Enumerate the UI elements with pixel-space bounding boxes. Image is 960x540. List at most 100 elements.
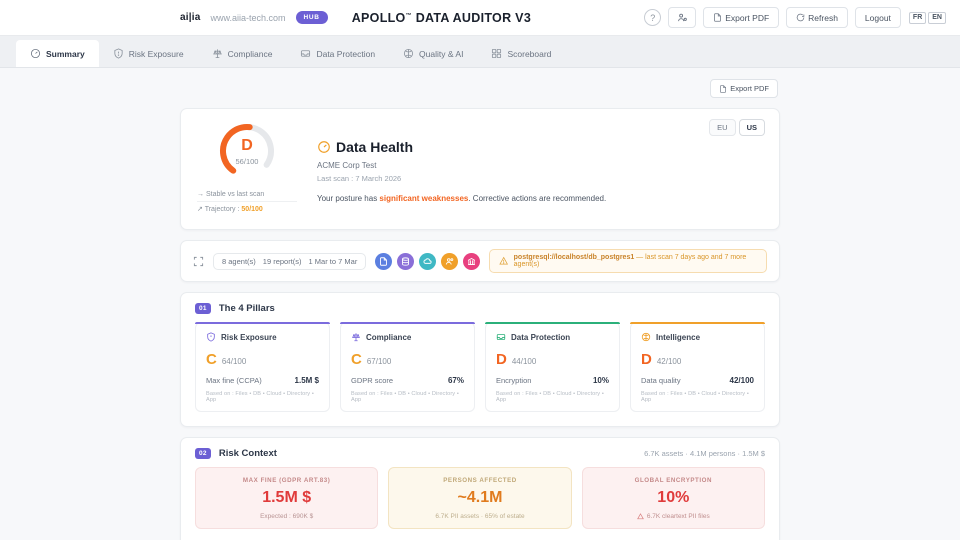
data-health-main: Data Health ACME Corp Test Last scan : 7… (317, 121, 763, 203)
grid-icon (492, 48, 502, 59)
refresh-button[interactable]: Refresh (786, 7, 848, 28)
pillar-card-data-protection[interactable]: Data Protection D 44/100 Encryption 10% … (485, 322, 620, 412)
risk-section-number: 02 (195, 448, 211, 459)
pillar-card-risk-exposure[interactable]: Risk Exposure C 64/100 Max fine (CCPA) 1… (195, 322, 330, 412)
warning-triangle-icon (637, 513, 644, 520)
warning-text: postgresql://localhost/db_postgres1 — la… (514, 254, 757, 268)
profile-settings-button[interactable] (668, 7, 697, 28)
expand-frame-icon[interactable] (193, 256, 204, 267)
pillar-metric-value: 1.5M $ (294, 376, 319, 385)
risk-tile-value: 1.5M $ (262, 489, 312, 506)
main-navigation: Summary Risk Exposure Compliance Data Pr… (0, 36, 960, 68)
pillar-accent-bar (340, 322, 475, 324)
agents-summary-bar: 8 agent(s) 19 report(s) 1 Mar to 7 Mar (180, 240, 780, 282)
pillar-footer: Based on : Files • DB • Cloud • Director… (351, 391, 459, 403)
pillar-title: Intelligence (656, 332, 701, 342)
app-title-main: APOLLO (351, 10, 406, 25)
scales-icon (212, 49, 222, 59)
pillar-metric: Encryption 10% (496, 376, 609, 385)
health-gauge: D 56/100 (217, 121, 277, 181)
warning-db-uri: postgresql://localhost/db_postgres1 (513, 254, 635, 261)
brand-group: ai|ia www.aiia-tech.com HUB (180, 11, 328, 24)
risk-tile-value: ~4.1M (457, 489, 503, 506)
warning-triangle-icon (499, 256, 509, 265)
pillar-metric: Max fine (CCPA) 1.5M $ (206, 376, 319, 385)
tab-summary[interactable]: Summary (16, 40, 99, 67)
trend-up-icon: ↗ (197, 206, 203, 213)
pillar-accent-bar (195, 322, 330, 324)
last-scan-date: Last scan : 7 March 2026 (317, 174, 402, 183)
content-export-pdf-label: Export PDF (730, 84, 769, 93)
gauge-arc (220, 124, 274, 178)
tab-risk-exposure[interactable]: Risk Exposure (99, 40, 198, 67)
tab-summary-label: Summary (46, 48, 85, 59)
posture-message: Your posture has significant weaknesses.… (317, 194, 763, 203)
region-eu-button[interactable]: EU (709, 119, 736, 136)
tab-compliance-label: Compliance (227, 48, 273, 59)
pillar-card-compliance[interactable]: Compliance C 67/100 GDPR score 67% Based… (340, 322, 475, 412)
gauge-icon (30, 48, 41, 59)
pillar-grade: C (206, 351, 217, 368)
top-bar: ai|ia www.aiia-tech.com HUB APOLLO™ DATA… (0, 0, 960, 36)
pillar-title: Compliance (366, 332, 412, 342)
scan-warning-banner: postgresql://localhost/db_postgres1 — la… (489, 249, 767, 273)
trademark-mark: ™ (405, 12, 412, 19)
tab-data-protection[interactable]: Data Protection (286, 40, 389, 67)
tab-scoreboard[interactable]: Scoreboard (477, 40, 565, 67)
pillar-card-intelligence[interactable]: Intelligence D 42/100 Data quality 42/10… (630, 322, 765, 412)
scales-icon (351, 333, 361, 342)
health-score: 56/100 (235, 157, 259, 166)
pillar-metric-label: Encryption (496, 376, 532, 385)
health-grade: D (241, 137, 253, 154)
data-health-body: D 56/100 → Stable vs last scan ↗ Traject… (197, 121, 763, 215)
data-health-card: EU US D 56/100 → (180, 108, 780, 230)
risk-tile-label: PERSONS AFFECTED (443, 477, 517, 484)
pillar-grade: D (496, 351, 507, 368)
inbox-icon (496, 334, 506, 340)
lang-en-button[interactable]: EN (928, 11, 946, 24)
document-icon[interactable] (375, 252, 393, 270)
health-gauge-meta: → Stable vs last scan ↗ Trajectory : 50/… (197, 189, 297, 215)
health-stable-note: → Stable vs last scan (197, 189, 297, 200)
lang-fr-button[interactable]: FR (908, 11, 927, 24)
hub-badge[interactable]: HUB (295, 11, 328, 24)
posture-message-highlight: significant weaknesses (379, 194, 469, 203)
health-trajectory-value: 50/100 (241, 206, 263, 213)
content-export-pdf-button[interactable]: Export PDF (710, 79, 778, 98)
tab-quality-ai[interactable]: Quality & AI (389, 40, 477, 67)
pillar-grade-row: D 44/100 (496, 352, 609, 367)
pillar-accent-bar (485, 322, 620, 324)
pillars-section: 01 The 4 Pillars Risk Exposure C 64/100 … (180, 292, 780, 427)
building-icon[interactable] (463, 252, 481, 270)
region-toggle: EU US (709, 119, 765, 136)
risk-tile-max-fine: MAX FINE (GDPR ART.83) 1.5M $ Expected :… (195, 467, 379, 529)
export-pdf-button[interactable]: Export PDF (703, 7, 780, 28)
pillar-score: 44/100 (511, 357, 537, 366)
arrow-right-icon: → (197, 191, 204, 198)
pillar-title: Data Protection (511, 332, 571, 342)
shield-icon (207, 332, 215, 342)
agents-date-range: 1 Mar to 7 Mar (308, 256, 358, 266)
agents-count-chip: 8 agent(s) 19 report(s) 1 Mar to 7 Mar (213, 252, 367, 270)
pillar-grade-row: C 67/100 (351, 352, 464, 367)
tab-risk-exposure-label: Risk Exposure (128, 48, 184, 59)
user-settings-icon (677, 13, 687, 22)
pillar-header: Intelligence (641, 332, 754, 342)
help-icon[interactable]: ? (644, 9, 662, 26)
region-us-button[interactable]: US (738, 119, 765, 136)
tab-compliance[interactable]: Compliance (198, 40, 287, 67)
shield-icon (114, 48, 123, 59)
pillar-accent-bar (630, 322, 765, 324)
database-icon[interactable] (397, 252, 415, 270)
export-pdf-label: Export PDF (725, 12, 770, 23)
health-gauge-column: D 56/100 → Stable vs last scan ↗ Traject… (197, 121, 297, 215)
logout-button[interactable]: Logout (854, 7, 901, 28)
top-bar-actions: ? Export PDF Refresh Logout FR EN (644, 7, 946, 28)
risk-tile-label: GLOBAL ENCRYPTION (634, 477, 713, 484)
pillar-metric: Data quality 42/100 (641, 376, 754, 385)
cloud-icon[interactable] (419, 252, 437, 270)
pillar-metric-value: 42/100 (729, 376, 754, 385)
users-icon[interactable] (441, 252, 459, 270)
pillars-section-number: 01 (195, 303, 211, 314)
health-trajectory-label: Trajectory : (204, 206, 240, 213)
